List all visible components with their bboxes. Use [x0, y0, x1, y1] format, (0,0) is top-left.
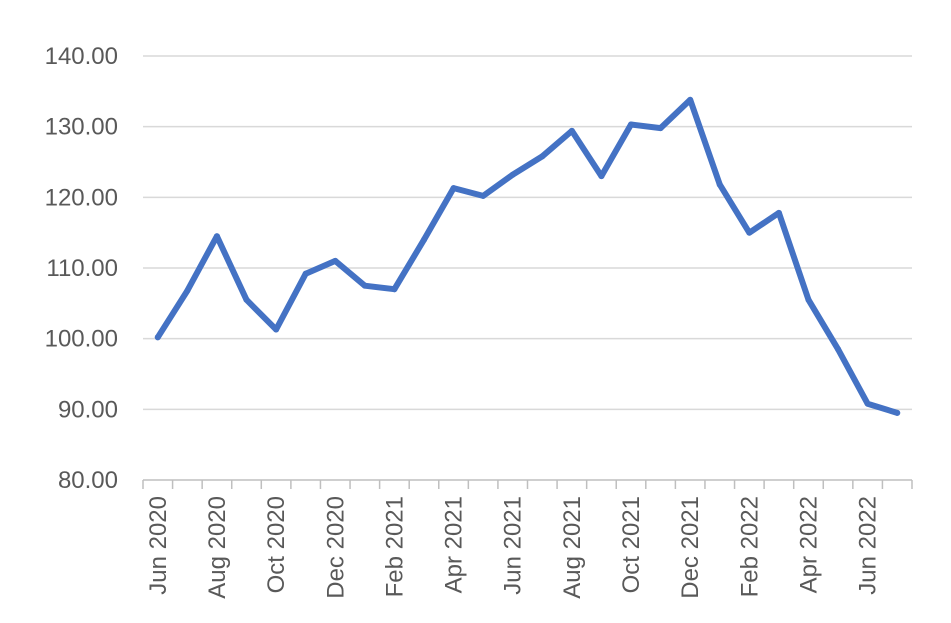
data-point	[775, 209, 782, 216]
y-tick-label: 110.00	[46, 255, 118, 282]
x-tick-label: Aug 2021	[559, 496, 586, 599]
data-point	[450, 185, 457, 192]
data-point	[243, 296, 250, 303]
y-axis: 80.00 90.00 100.00 110.00 120.00 130.00 140.00	[45, 43, 118, 494]
data-point	[480, 192, 487, 199]
data-point	[716, 181, 723, 188]
data-point	[184, 287, 191, 294]
x-tick-label: Aug 2020	[204, 496, 231, 599]
y-tick-label: 90.00	[58, 396, 118, 423]
series-line	[154, 96, 901, 416]
data-point	[539, 153, 546, 160]
x-tick-label: Dec 2021	[677, 496, 704, 599]
data-point	[835, 346, 842, 353]
data-point	[598, 173, 605, 180]
x-tick-label: Jun 2022	[855, 496, 882, 595]
data-point	[894, 409, 901, 416]
data-point	[805, 296, 812, 303]
x-tick-label: Dec 2020	[322, 496, 349, 599]
data-point	[213, 233, 220, 240]
data-point	[332, 257, 339, 264]
data-point	[864, 400, 871, 407]
y-tick-label: 80.00	[58, 467, 118, 494]
data-point	[420, 236, 427, 243]
x-tick-label: Jun 2021	[500, 496, 527, 595]
data-point	[687, 96, 694, 103]
data-point	[568, 127, 575, 134]
x-tick-label: Feb 2021	[381, 496, 408, 597]
data-point	[302, 270, 309, 277]
y-tick-label: 100.00	[45, 326, 118, 353]
data-point	[657, 125, 664, 132]
x-tick-label: Oct 2021	[618, 496, 645, 593]
data-point	[361, 282, 368, 289]
data-point	[391, 286, 398, 293]
x-tick-label: Jun 2020	[145, 496, 172, 595]
y-tick-label: 140.00	[45, 43, 118, 70]
data-point	[509, 171, 516, 178]
gridlines	[143, 55, 912, 411]
series-layer	[154, 96, 901, 416]
x-tick-label: Apr 2022	[795, 496, 822, 593]
data-point	[628, 121, 635, 128]
x-tick-label: Feb 2022	[736, 496, 763, 597]
x-axis: Jun 2020 Aug 2020 Oct 2020 Dec 2020 Feb 2021…	[142, 479, 913, 599]
data-point	[273, 326, 280, 333]
data-point	[746, 229, 753, 236]
data-point	[154, 334, 161, 341]
y-tick-label: 120.00	[45, 184, 118, 211]
x-tick-label: Oct 2020	[263, 496, 290, 593]
y-tick-label: 130.00	[45, 114, 118, 141]
x-tick-label: Apr 2021	[441, 496, 468, 593]
